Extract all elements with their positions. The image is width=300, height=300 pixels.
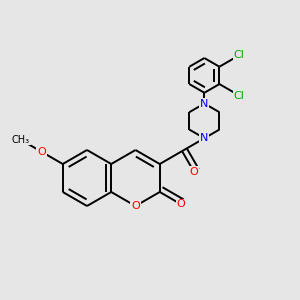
- Text: CH₃: CH₃: [12, 135, 30, 145]
- Text: O: O: [37, 147, 46, 157]
- Text: O: O: [190, 167, 198, 177]
- Text: Cl: Cl: [234, 91, 245, 100]
- Text: O: O: [131, 201, 140, 211]
- Text: N: N: [200, 133, 208, 143]
- Text: O: O: [177, 199, 185, 209]
- Text: N: N: [200, 98, 208, 109]
- Text: Cl: Cl: [234, 50, 245, 60]
